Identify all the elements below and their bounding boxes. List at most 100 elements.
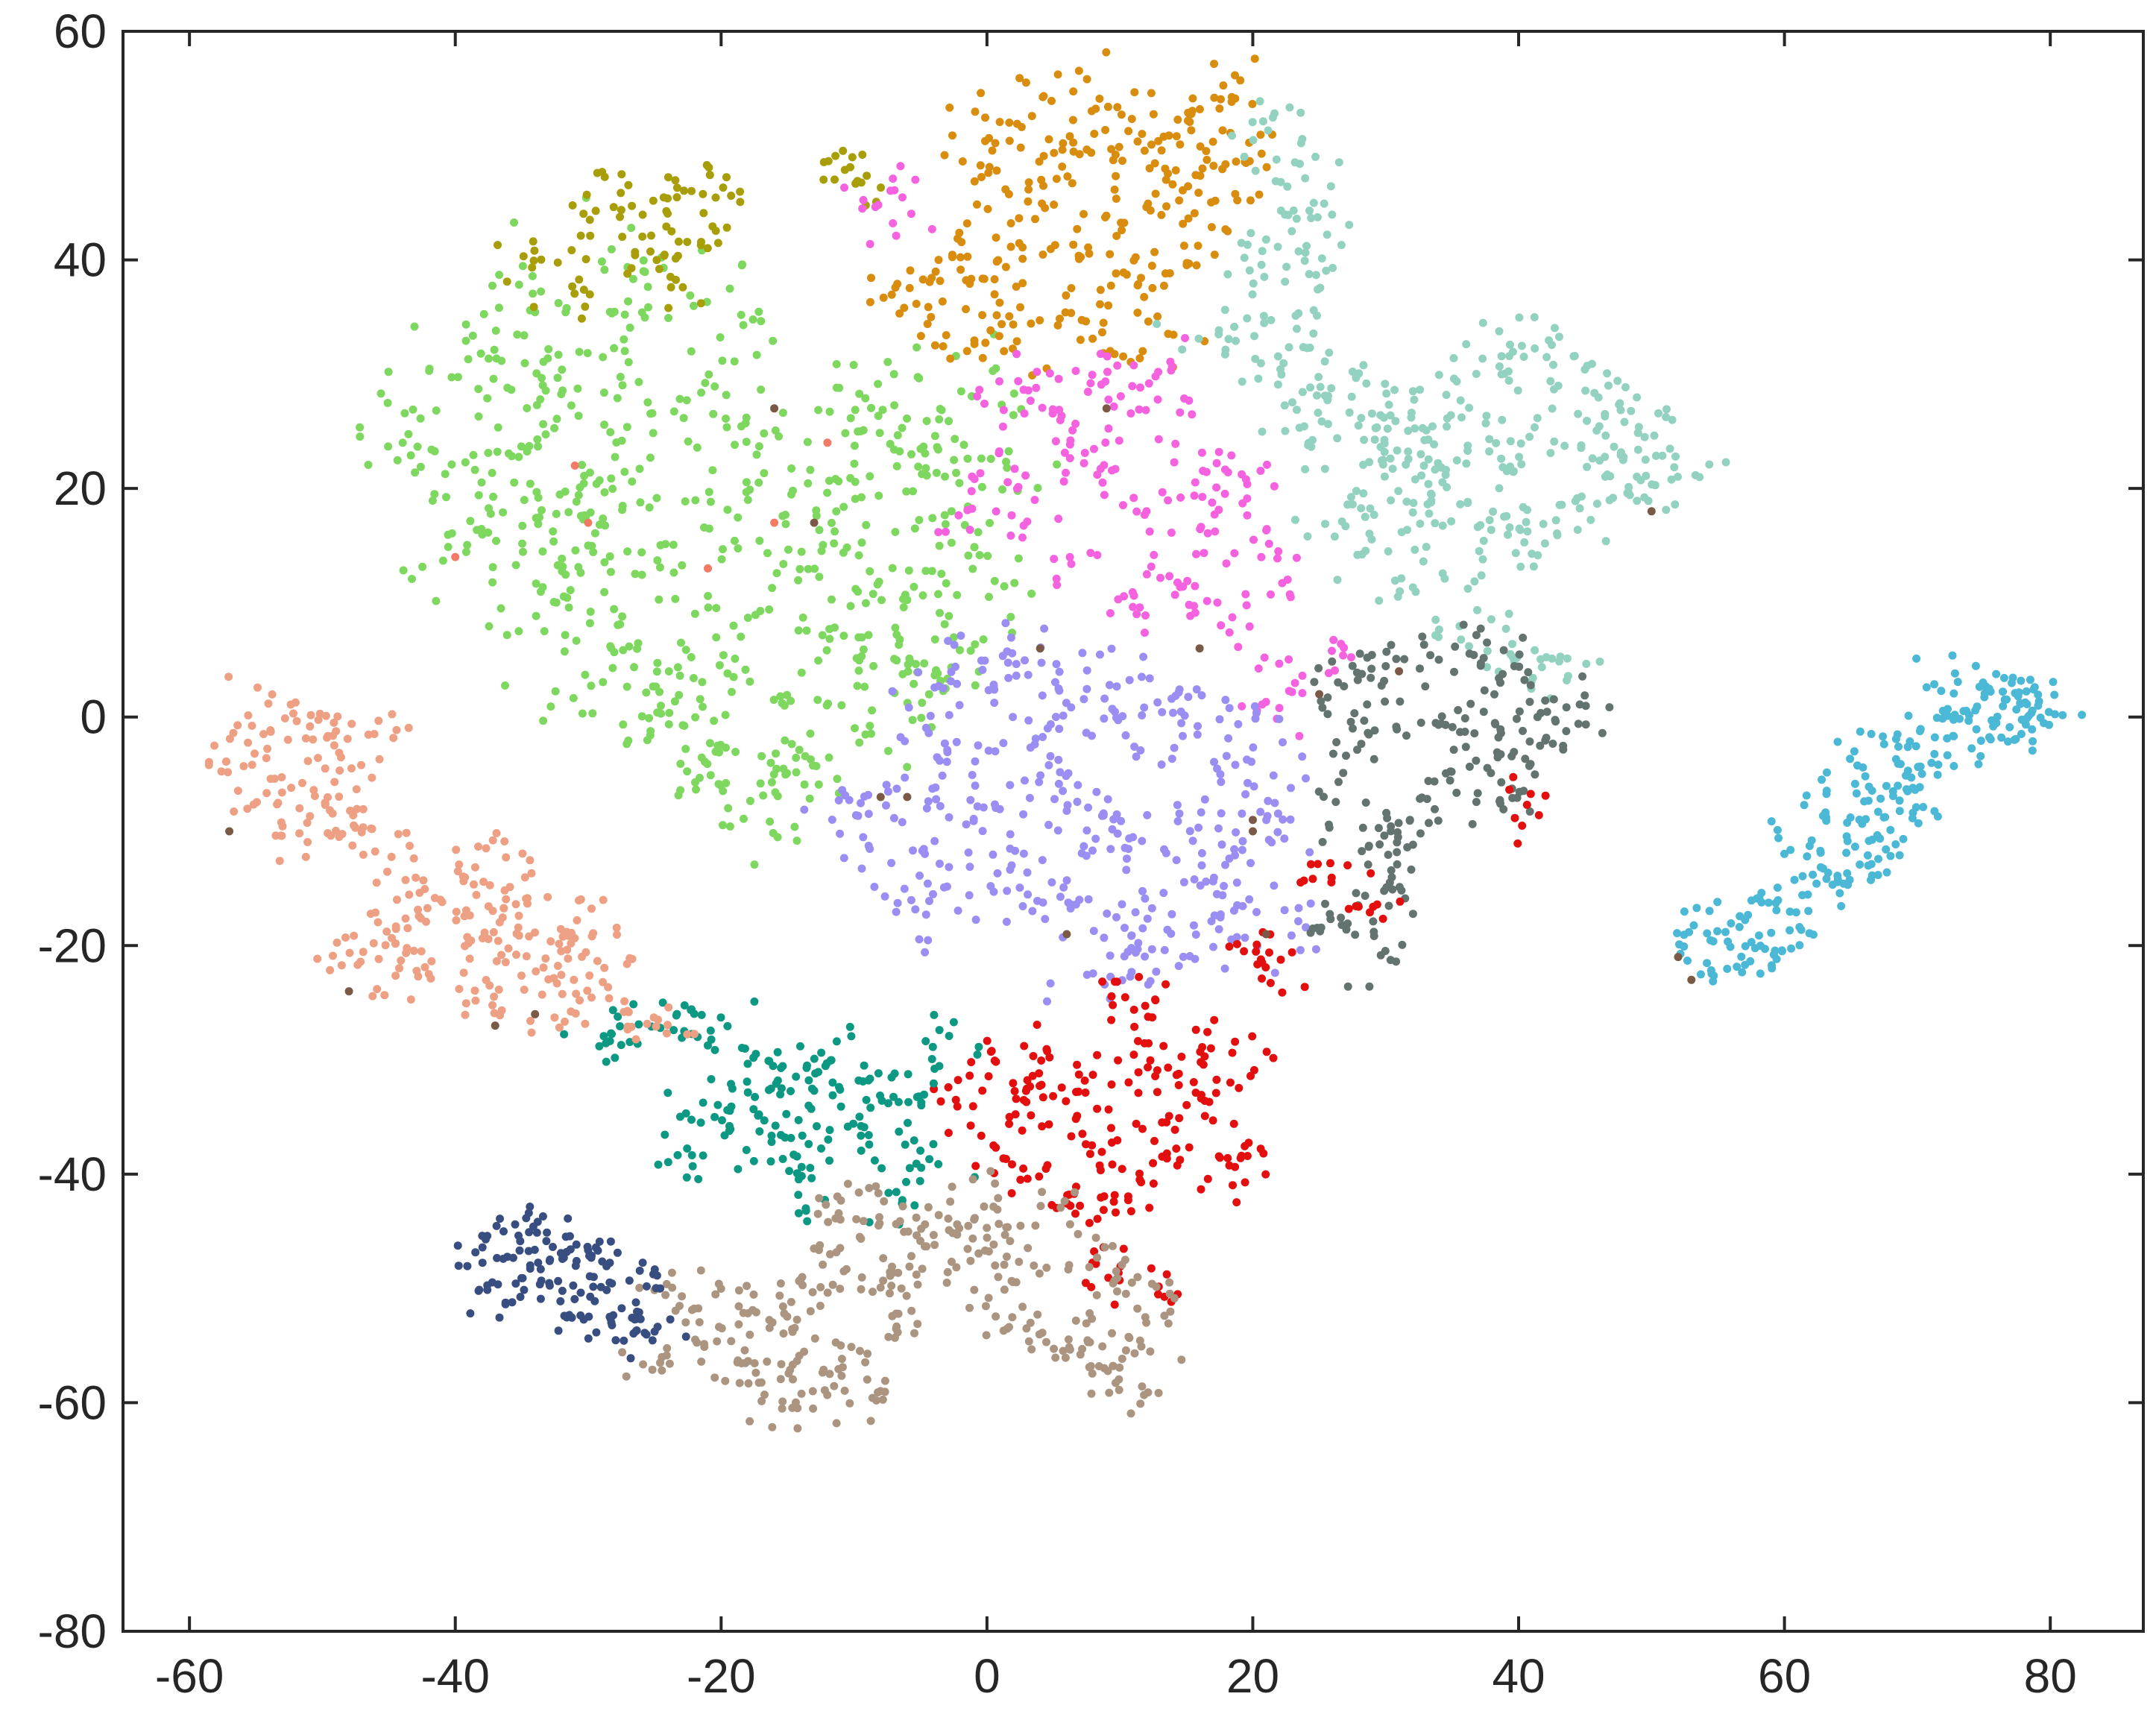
scatter-point — [1408, 910, 1417, 919]
scatter-point — [948, 251, 956, 259]
scatter-point — [1850, 842, 1859, 851]
scatter-point — [1551, 324, 1559, 333]
scatter-point — [1203, 529, 1212, 538]
scatter-point — [1232, 939, 1241, 948]
scatter-point — [617, 1304, 626, 1313]
scatter-point — [1194, 823, 1203, 832]
scatter-point — [731, 748, 740, 756]
scatter-point — [846, 414, 855, 423]
scatter-point — [1256, 467, 1265, 475]
scatter-point — [616, 620, 625, 629]
scatter-point — [1012, 671, 1021, 680]
scatter-point — [1099, 318, 1108, 327]
scatter-point — [787, 1133, 795, 1142]
scatter-point — [991, 139, 1000, 148]
scatter-point — [1999, 702, 2008, 711]
scatter-point — [1479, 654, 1488, 663]
scatter-point — [1333, 434, 1342, 443]
scatter-point — [999, 739, 1008, 748]
scatter-point — [643, 1019, 652, 1028]
scatter-point — [608, 1279, 617, 1288]
scatter-point — [1378, 914, 1387, 923]
scatter-point — [1067, 284, 1076, 292]
scatter-point — [808, 1288, 817, 1297]
scatter-point — [1418, 632, 1427, 641]
scatter-point — [1999, 673, 2008, 682]
scatter-point — [878, 406, 887, 415]
scatter-point — [1238, 845, 1246, 854]
scatter-point — [966, 646, 975, 655]
scatter-point — [428, 497, 437, 505]
scatter-point — [749, 1156, 758, 1165]
scatter-point — [277, 773, 286, 781]
scatter-point — [990, 576, 999, 585]
scatter-point — [940, 620, 949, 629]
scatter-point — [447, 373, 456, 382]
scatter-point — [971, 107, 980, 116]
scatter-point — [564, 603, 573, 612]
scatter-point — [662, 1029, 671, 1038]
scatter-point — [1264, 539, 1273, 548]
scatter-point — [780, 701, 789, 710]
scatter-point — [617, 1041, 625, 1050]
scatter-point — [1441, 720, 1450, 729]
scatter-point — [1202, 878, 1211, 886]
scatter-point — [968, 771, 977, 779]
scatter-point — [533, 435, 542, 444]
scatter-point — [495, 271, 504, 280]
scatter-point — [823, 1288, 832, 1297]
scatter-point — [1004, 447, 1013, 456]
scatter-point — [1129, 1050, 1138, 1059]
scatter-point — [357, 760, 365, 769]
scatter-point — [494, 1280, 502, 1289]
scatter-point — [520, 873, 529, 882]
scatter-point — [729, 672, 738, 681]
scatter-point — [1141, 629, 1149, 637]
scatter-point — [1190, 491, 1199, 500]
scatter-point — [1212, 1075, 1221, 1084]
scatter-point — [374, 954, 383, 963]
scatter-point — [828, 1091, 837, 1100]
scatter-point — [1223, 270, 1232, 279]
scatter-point — [816, 1302, 825, 1310]
scatter-point — [1224, 734, 1233, 743]
scatter-point — [951, 662, 959, 671]
scatter-point — [834, 1209, 843, 1217]
scatter-point — [883, 358, 892, 366]
scatter-point — [350, 931, 359, 940]
scatter-point — [383, 867, 391, 876]
scatter-point — [1043, 997, 1051, 1006]
scatter-point — [1089, 927, 1098, 936]
scatter-point — [1126, 409, 1135, 418]
scatter-point — [1894, 781, 1903, 790]
scatter-point — [866, 722, 874, 730]
scatter-point — [1038, 1122, 1047, 1131]
scatter-point — [1803, 852, 1812, 861]
scatter-point — [666, 283, 675, 292]
scatter-point — [648, 1336, 657, 1345]
scatter-point — [1340, 643, 1349, 652]
scatter-point — [1145, 1203, 1154, 1212]
scatter-point — [1364, 728, 1372, 737]
scatter-point — [1505, 523, 1514, 532]
scatter-point — [525, 932, 534, 941]
scatter-point — [1822, 875, 1831, 883]
scatter-point — [1443, 422, 1451, 431]
scatter-point — [455, 860, 464, 869]
scatter-point — [715, 748, 723, 757]
scatter-point — [1321, 520, 1329, 529]
scatter-point — [757, 752, 766, 760]
scatter-point — [746, 796, 754, 805]
scatter-point — [1583, 417, 1592, 425]
scatter-point — [1098, 478, 1107, 487]
scatter-point — [767, 1138, 776, 1147]
scatter-point — [501, 681, 509, 690]
scatter-point — [637, 308, 646, 317]
scatter-point — [781, 770, 790, 779]
scatter-point — [1213, 764, 1222, 773]
scatter-point — [1320, 464, 1329, 473]
scatter-point — [1078, 649, 1087, 658]
scatter-point — [1019, 849, 1028, 858]
scatter-point — [893, 898, 902, 907]
scatter-point — [995, 332, 1003, 341]
